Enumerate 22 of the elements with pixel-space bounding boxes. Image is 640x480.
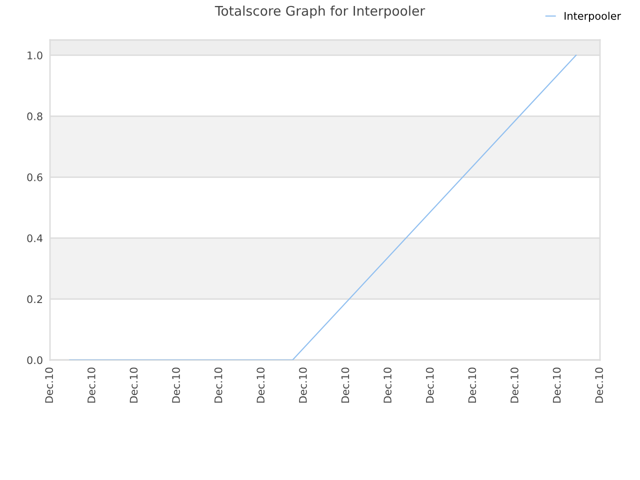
x-tick-label: Dec.10 — [595, 368, 604, 403]
y-tick-label: 1.0 — [28, 51, 42, 60]
y-tick-label: 0.4 — [27, 234, 42, 242]
x-tick-label: Dec.10 — [130, 368, 138, 403]
chart-title: Totalscore Graph for Interpooler — [214, 6, 426, 18]
x-tick-label: Dec.10 — [214, 368, 222, 403]
x-tick-label: Dec.10 — [426, 368, 434, 403]
y-tick-label: 0.6 — [27, 173, 42, 182]
x-tick-label: Dec.10 — [87, 368, 96, 403]
y-tick-label: 0.2 — [27, 295, 42, 304]
x-tick-label: Dec.10 — [341, 368, 350, 403]
x-tick-label: Dec.10 — [384, 368, 392, 403]
x-tick-label: Dec.10 — [298, 368, 307, 403]
x-tick-label: Dec.10 — [552, 368, 561, 403]
legend-label: Interpooler — [564, 12, 622, 22]
x-tick-label: Dec.10 — [510, 368, 518, 403]
x-tick-label: Dec.10 — [256, 368, 265, 403]
x-tick-label: Dec.10 — [468, 368, 476, 403]
y-tick-label: 0.8 — [27, 112, 42, 120]
y-tick-label: 0.0 — [27, 356, 42, 364]
x-tick-label: Dec.10 — [172, 368, 180, 403]
x-tick-label: Dec.10 — [45, 368, 54, 403]
